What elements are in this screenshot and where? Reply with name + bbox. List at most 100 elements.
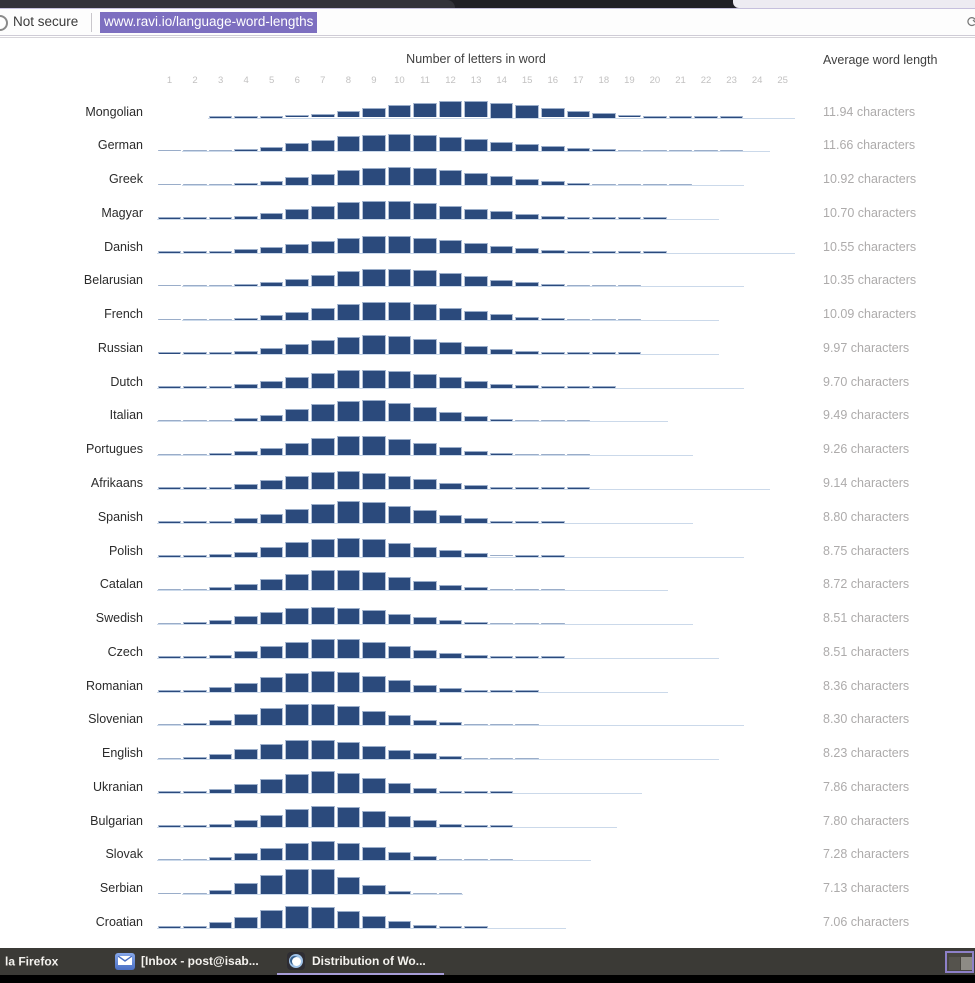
histogram-bar xyxy=(592,113,616,118)
histogram-bar xyxy=(515,248,539,253)
histogram-bar xyxy=(285,377,310,388)
distribution-baseline xyxy=(156,590,668,592)
url-bar[interactable]: Not secure www.ravi.io/language-word-len… xyxy=(0,8,975,36)
histogram-bar xyxy=(694,116,718,118)
histogram-bar xyxy=(464,243,488,253)
average-word-length-value: 9.14 characters xyxy=(823,475,910,490)
histogram-bar xyxy=(336,842,361,861)
histogram-bar xyxy=(438,170,463,186)
address-input[interactable]: www.ravi.io/language-word-lengths xyxy=(100,12,318,33)
histogram-bar xyxy=(285,773,310,793)
histogram-bar xyxy=(387,815,412,827)
histogram-bar xyxy=(259,847,284,861)
histogram-bar xyxy=(515,690,539,692)
histogram-bar xyxy=(285,842,310,861)
histogram-bar xyxy=(413,407,437,422)
average-word-length-value: 8.75 characters xyxy=(823,543,910,558)
histogram-bar xyxy=(157,690,182,692)
language-label: Belarusian xyxy=(83,273,143,288)
histogram-bar xyxy=(362,200,386,219)
language-label: German xyxy=(97,138,143,153)
histogram-bar xyxy=(336,435,361,456)
histogram-bar xyxy=(259,116,284,118)
language-label: Romanian xyxy=(86,678,143,693)
distribution-baseline xyxy=(182,286,745,288)
distribution-baseline xyxy=(156,624,694,626)
histogram-bar xyxy=(438,550,463,557)
distribution-baseline xyxy=(156,455,694,457)
histogram-bar xyxy=(413,479,437,489)
histogram-bar xyxy=(234,651,258,658)
histogram-bar xyxy=(438,412,463,422)
average-word-length-value: 10.92 characters xyxy=(823,172,917,187)
active-tab-edge[interactable] xyxy=(0,0,455,8)
histogram-bar xyxy=(336,607,361,625)
histogram-bar xyxy=(540,146,565,152)
histogram-bar xyxy=(157,555,182,557)
taskbar-item-inbox[interactable]: [Inbox - post@isab... xyxy=(115,948,259,975)
histogram-bar xyxy=(464,172,488,186)
histogram-bar xyxy=(515,419,539,422)
histogram-bar xyxy=(208,352,233,354)
histogram-bar xyxy=(540,284,565,287)
histogram-bar xyxy=(413,924,437,928)
histogram-bar xyxy=(387,645,412,658)
histogram-bar xyxy=(413,304,437,321)
histogram-bar xyxy=(183,453,207,456)
histogram-bar xyxy=(234,749,258,760)
site-info-icon[interactable] xyxy=(0,15,8,31)
histogram-bar xyxy=(234,317,258,321)
security-badge[interactable]: Not secure xyxy=(13,14,79,29)
x-tick-label: 9 xyxy=(371,75,377,86)
histogram-bar xyxy=(336,237,361,253)
histogram-bar xyxy=(234,682,258,692)
average-word-length-value: 10.35 characters xyxy=(823,273,917,288)
histogram-bar xyxy=(464,926,488,928)
browser-tab-strip xyxy=(0,0,975,8)
histogram-bar xyxy=(157,149,182,152)
x-tick-label: 10 xyxy=(394,75,405,86)
language-label: Dutch xyxy=(110,374,143,389)
histogram-bar xyxy=(208,856,233,861)
reload-icon[interactable]: ⟳ xyxy=(966,14,975,31)
histogram-bar xyxy=(489,279,514,287)
histogram-bar xyxy=(540,622,565,625)
workspace-pager[interactable] xyxy=(945,951,974,973)
histogram-bar xyxy=(259,513,284,523)
histogram-bar xyxy=(208,318,233,321)
screen-bottom-edge xyxy=(0,975,975,983)
histogram-bar xyxy=(285,869,310,895)
histogram-bar xyxy=(362,610,386,625)
taskbar-item-firefox[interactable]: la Firefox xyxy=(5,954,59,969)
x-tick-label: 23 xyxy=(726,75,737,86)
histogram-bar xyxy=(540,215,565,219)
histogram-bar xyxy=(566,453,591,456)
workspace-1[interactable] xyxy=(949,957,960,970)
workspace-2[interactable] xyxy=(961,957,972,970)
histogram-bar xyxy=(285,574,310,591)
x-tick-label: 1 xyxy=(166,75,173,86)
histogram-bar xyxy=(157,487,182,489)
taskbar-item-browser-window[interactable]: Distribution of Wo... xyxy=(287,948,426,975)
histogram-bar xyxy=(387,783,412,793)
histogram-bar xyxy=(234,551,258,557)
histogram-bar xyxy=(566,217,591,219)
histogram-bar xyxy=(362,539,386,557)
histogram-bar xyxy=(311,340,335,354)
x-tick-label: 16 xyxy=(547,75,559,86)
histogram-bar xyxy=(362,167,386,186)
histogram-bar xyxy=(362,572,386,591)
histogram-bar xyxy=(234,384,258,388)
histogram-bar xyxy=(311,840,335,861)
histogram-bar xyxy=(259,547,284,557)
histogram-bar xyxy=(566,487,591,489)
average-word-length-value: 7.80 characters xyxy=(823,813,910,828)
histogram-bar xyxy=(183,892,207,895)
histogram-bar xyxy=(336,537,361,557)
histogram-bar xyxy=(208,217,233,219)
histogram-bar xyxy=(362,777,386,793)
histogram-bar xyxy=(285,906,310,928)
histogram-bar xyxy=(157,656,182,658)
histogram-bar xyxy=(311,906,335,928)
histogram-bar xyxy=(259,875,284,895)
